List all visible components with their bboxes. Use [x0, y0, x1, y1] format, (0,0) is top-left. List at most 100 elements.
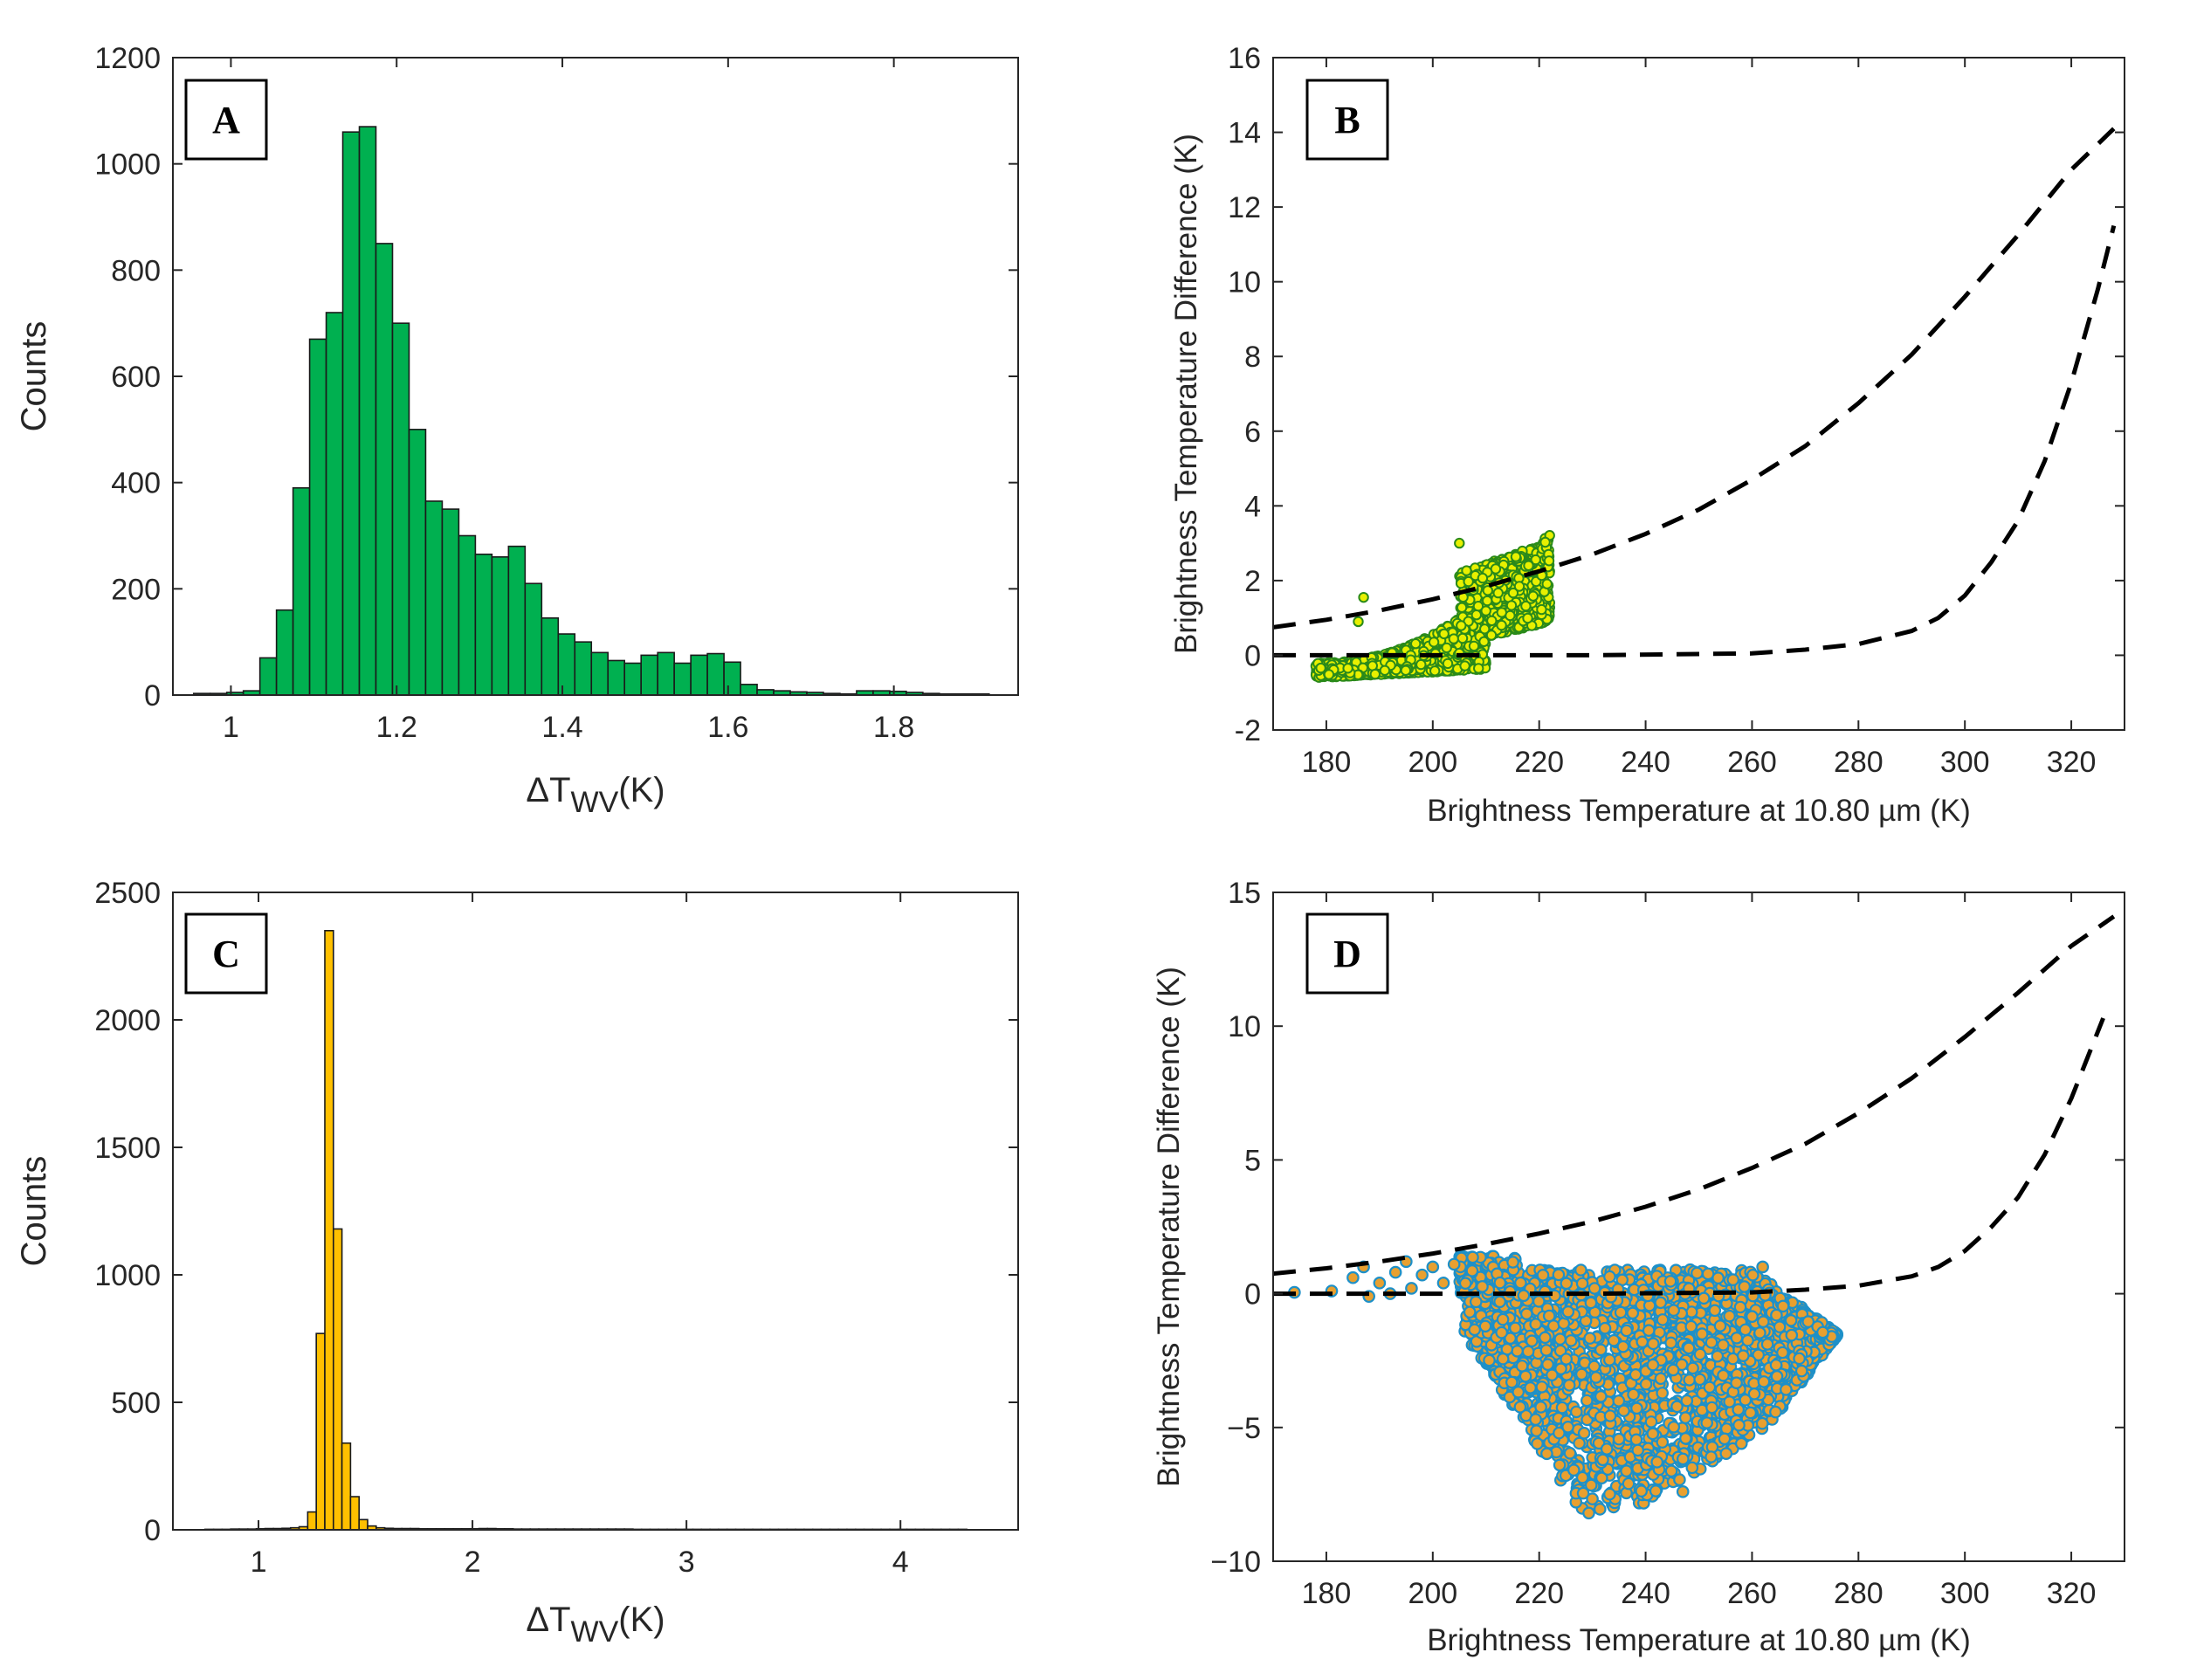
scatter-point [1315, 662, 1326, 674]
histogram-bar [706, 652, 725, 695]
scatter-point [1438, 628, 1450, 640]
scatter-point [1459, 660, 1470, 671]
scatter-point [1685, 1461, 1699, 1475]
scatter-point [1539, 536, 1551, 548]
scatter-point [1723, 1395, 1736, 1408]
scatter-point [1486, 615, 1498, 627]
y-tick-label: 2000 [94, 1004, 161, 1037]
scatter-point [1536, 603, 1547, 616]
scatter-point [1584, 1478, 1598, 1492]
scatter-point [1470, 1295, 1483, 1309]
histogram-bar [541, 616, 560, 695]
panel-label-box-a: A [184, 79, 268, 161]
scatter-point [1757, 1375, 1771, 1388]
scatter-point [1457, 632, 1469, 644]
y-tick-label: 1500 [94, 1132, 161, 1165]
scatter-point [1482, 585, 1494, 596]
x-label-main-c: ΔT [526, 1601, 570, 1639]
scatter-point [1746, 1310, 1759, 1323]
scatter-point [1667, 1421, 1681, 1434]
scatter-point [1773, 1320, 1787, 1333]
scatter-point [1527, 590, 1539, 602]
y-tick-label: 1000 [94, 148, 161, 182]
scatter-point [1603, 1487, 1616, 1501]
scatter-point [1400, 664, 1412, 676]
x-tick-label: 1.4 [541, 711, 582, 744]
scatter-point [1553, 1332, 1567, 1346]
scatter-point [1583, 1332, 1596, 1345]
scatter-point [1603, 1353, 1616, 1367]
scatter-point [1642, 1324, 1656, 1337]
scatter-point [1504, 1332, 1517, 1345]
scatter-point [1664, 1336, 1677, 1350]
scatter-point [1784, 1314, 1798, 1327]
y-axis-label-c: Counts [15, 1156, 53, 1267]
scatter-points-b [1310, 530, 1556, 683]
panel-label-box-c: C [184, 912, 268, 995]
histogram-bar [623, 662, 642, 695]
scatter-point [1595, 1471, 1608, 1484]
scatter-point [1757, 1315, 1770, 1328]
scatter-point [1582, 1506, 1595, 1520]
histogram-bar [458, 534, 477, 695]
scatter-point [1670, 1400, 1684, 1414]
scatter-point [1513, 1401, 1527, 1414]
scatter-point [1620, 1464, 1633, 1477]
y-axis-label-b: Brightness Temperature Difference (K) [1169, 134, 1203, 654]
scatter-point [1539, 1331, 1552, 1345]
scatter-point [1785, 1328, 1799, 1342]
scatter-point [1546, 1319, 1560, 1332]
scatter-point [1514, 1276, 1527, 1290]
scatter-point [1509, 1321, 1522, 1335]
scatter-point [1442, 658, 1454, 670]
panel-label-box-b: B [1305, 79, 1389, 161]
y-tick-label: -2 [1235, 714, 1261, 747]
x-tick-label: 200 [1408, 746, 1457, 779]
x-label-sub-a: WV [571, 786, 619, 819]
x-tick-label: 320 [2047, 746, 2097, 779]
scatter-point [1541, 1358, 1554, 1371]
scatter-point [1646, 1427, 1660, 1441]
y-tick-label: 2 [1244, 565, 1261, 598]
scatter-point [1524, 1381, 1537, 1394]
histogram-bar [358, 1518, 368, 1530]
scatter-point [1560, 1353, 1573, 1366]
histogram-bar [358, 126, 377, 695]
scatter-point [1493, 1276, 1507, 1290]
histogram-bar [607, 659, 626, 695]
scatter-point [1540, 1447, 1553, 1461]
scatter-point [1575, 1470, 1589, 1484]
y-tick-label: 800 [111, 254, 161, 287]
scatter-point [1530, 1424, 1543, 1437]
histogram-bar [474, 553, 493, 695]
y-tick-label: 16 [1228, 42, 1261, 75]
scatter-point [1492, 587, 1504, 599]
threshold-curve [1273, 224, 2117, 658]
scatter-point [1415, 658, 1427, 671]
scatter-point [1677, 1452, 1690, 1466]
histogram-bar [740, 684, 758, 695]
scatter-point [1577, 1427, 1591, 1440]
x-tick-label: 2 [465, 1546, 481, 1579]
y-tick-label: 1000 [94, 1259, 161, 1292]
scatter-point [1654, 1372, 1668, 1386]
x-tick-label: 1.6 [707, 711, 748, 744]
scatter-point [1649, 1484, 1663, 1498]
scatter-point [1704, 1336, 1718, 1349]
scatter-point [1776, 1299, 1790, 1313]
scatter-point [1463, 575, 1474, 588]
scatter-point [1630, 1401, 1643, 1415]
x-ticks-b: 180 200 220 240 260 280 300 320 [1302, 58, 2097, 779]
scatter-point [1575, 1367, 1588, 1381]
scatter-point [1679, 1432, 1692, 1445]
histogram-bar [308, 338, 327, 695]
scatter-point [1553, 1458, 1567, 1472]
histogram-bar [491, 556, 510, 695]
scatter-point [1353, 616, 1364, 628]
histogram-bar [408, 429, 427, 695]
scatter-point [1479, 623, 1491, 635]
scatter-point [1429, 665, 1441, 677]
